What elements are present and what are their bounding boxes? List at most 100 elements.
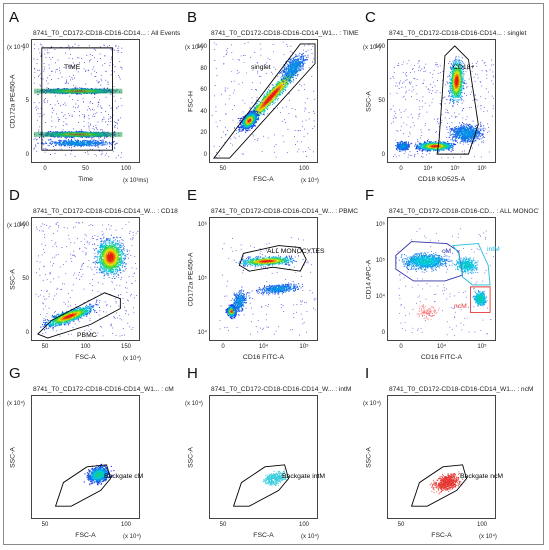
event-point xyxy=(110,49,112,51)
event-point xyxy=(95,140,97,142)
plot-area[interactable] xyxy=(31,39,140,163)
event-point xyxy=(92,128,94,130)
event-point xyxy=(57,119,59,121)
x-tick-label: 50 xyxy=(82,166,89,172)
event-point xyxy=(85,143,87,145)
event-point xyxy=(102,130,104,132)
event-point xyxy=(45,148,47,150)
event-point xyxy=(62,125,64,126)
event-point xyxy=(238,130,240,133)
event-point xyxy=(266,91,268,94)
event-point xyxy=(103,118,105,120)
event-cloud xyxy=(34,138,118,149)
event-point xyxy=(34,71,36,73)
event-point xyxy=(69,140,71,142)
event-point xyxy=(83,125,85,127)
event-point xyxy=(68,145,70,147)
event-point xyxy=(90,123,91,125)
event-point xyxy=(40,73,42,75)
event-point xyxy=(92,148,94,150)
event-point xyxy=(65,82,67,84)
event-point xyxy=(70,141,72,144)
event-point xyxy=(104,144,106,146)
event-point xyxy=(54,95,56,97)
event-point xyxy=(109,143,111,145)
event-point xyxy=(36,58,38,60)
event-point xyxy=(68,143,71,145)
event-point xyxy=(115,157,117,159)
event-point xyxy=(92,113,94,115)
event-point xyxy=(100,139,102,141)
event-point xyxy=(105,121,107,123)
event-point xyxy=(88,125,90,127)
event-point xyxy=(87,109,89,111)
event-point xyxy=(69,79,71,81)
event-point xyxy=(59,105,61,107)
event-point xyxy=(109,45,111,47)
event-point xyxy=(67,65,69,67)
event-point xyxy=(77,141,79,143)
event-point xyxy=(93,129,95,131)
event-point xyxy=(114,148,116,150)
event-point xyxy=(104,55,106,57)
event-point xyxy=(65,118,67,120)
event-point xyxy=(78,122,80,124)
event-point xyxy=(98,102,100,104)
event-point xyxy=(92,115,94,117)
event-point xyxy=(88,145,90,147)
event-point xyxy=(267,109,269,111)
event-point xyxy=(110,74,112,76)
event-point xyxy=(67,44,69,46)
event-point xyxy=(56,141,58,143)
event-point xyxy=(68,113,70,115)
event-point xyxy=(120,97,122,99)
event-point xyxy=(65,154,67,156)
event-point xyxy=(54,148,56,150)
event-point xyxy=(117,75,119,77)
event-point xyxy=(40,44,42,46)
event-point xyxy=(45,141,47,143)
event-point xyxy=(97,145,99,147)
event-point xyxy=(274,99,276,101)
event-point xyxy=(101,151,103,153)
event-point xyxy=(107,83,109,85)
event-point xyxy=(110,120,112,122)
event-point xyxy=(36,94,38,96)
event-point xyxy=(80,144,82,146)
event-point xyxy=(62,140,64,143)
event-point xyxy=(78,111,80,113)
event-point xyxy=(70,140,72,142)
event-point xyxy=(94,153,96,155)
event-point xyxy=(117,123,119,125)
event-point xyxy=(77,143,79,145)
event-point xyxy=(87,106,89,108)
event-point xyxy=(55,141,57,143)
event-point xyxy=(65,144,67,146)
event-point xyxy=(69,53,71,55)
event-point xyxy=(100,105,102,107)
event-point xyxy=(121,66,123,68)
event-point xyxy=(67,142,69,144)
event-point xyxy=(48,139,50,141)
event-point xyxy=(120,156,122,158)
event-point xyxy=(98,81,100,83)
x-tick-label: 100 xyxy=(121,166,131,172)
event-point xyxy=(92,140,94,142)
event-point xyxy=(284,89,286,91)
event-point xyxy=(85,69,87,71)
event-point xyxy=(84,142,86,144)
event-point xyxy=(79,115,81,117)
event-point xyxy=(72,143,74,145)
event-point xyxy=(42,78,44,80)
event-point xyxy=(70,143,72,145)
event-point xyxy=(104,154,106,156)
event-point xyxy=(45,56,47,58)
event-point xyxy=(44,101,46,103)
plot-area[interactable] xyxy=(209,39,318,163)
event-point xyxy=(69,75,71,77)
gate-polygon[interactable] xyxy=(41,47,113,151)
event-point xyxy=(106,142,108,144)
event-point xyxy=(59,145,61,147)
event-point xyxy=(38,48,40,50)
event-point xyxy=(43,142,45,145)
